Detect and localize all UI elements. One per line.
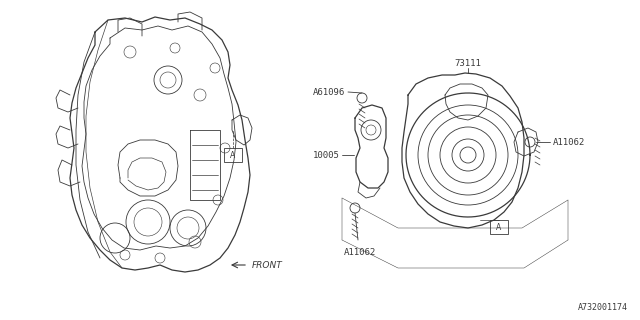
Text: A: A (230, 150, 236, 159)
Text: 73111: 73111 (454, 59, 481, 68)
Bar (490, 220, 508, 234)
Text: A11062: A11062 (553, 138, 585, 147)
Text: A61096: A61096 (313, 87, 345, 97)
Text: 10005: 10005 (313, 150, 340, 159)
Text: A11062: A11062 (344, 248, 376, 257)
Text: A732001174: A732001174 (578, 303, 628, 312)
Text: A: A (497, 222, 502, 231)
Text: FRONT: FRONT (252, 260, 283, 269)
Circle shape (460, 147, 476, 163)
Bar (224, 148, 242, 162)
